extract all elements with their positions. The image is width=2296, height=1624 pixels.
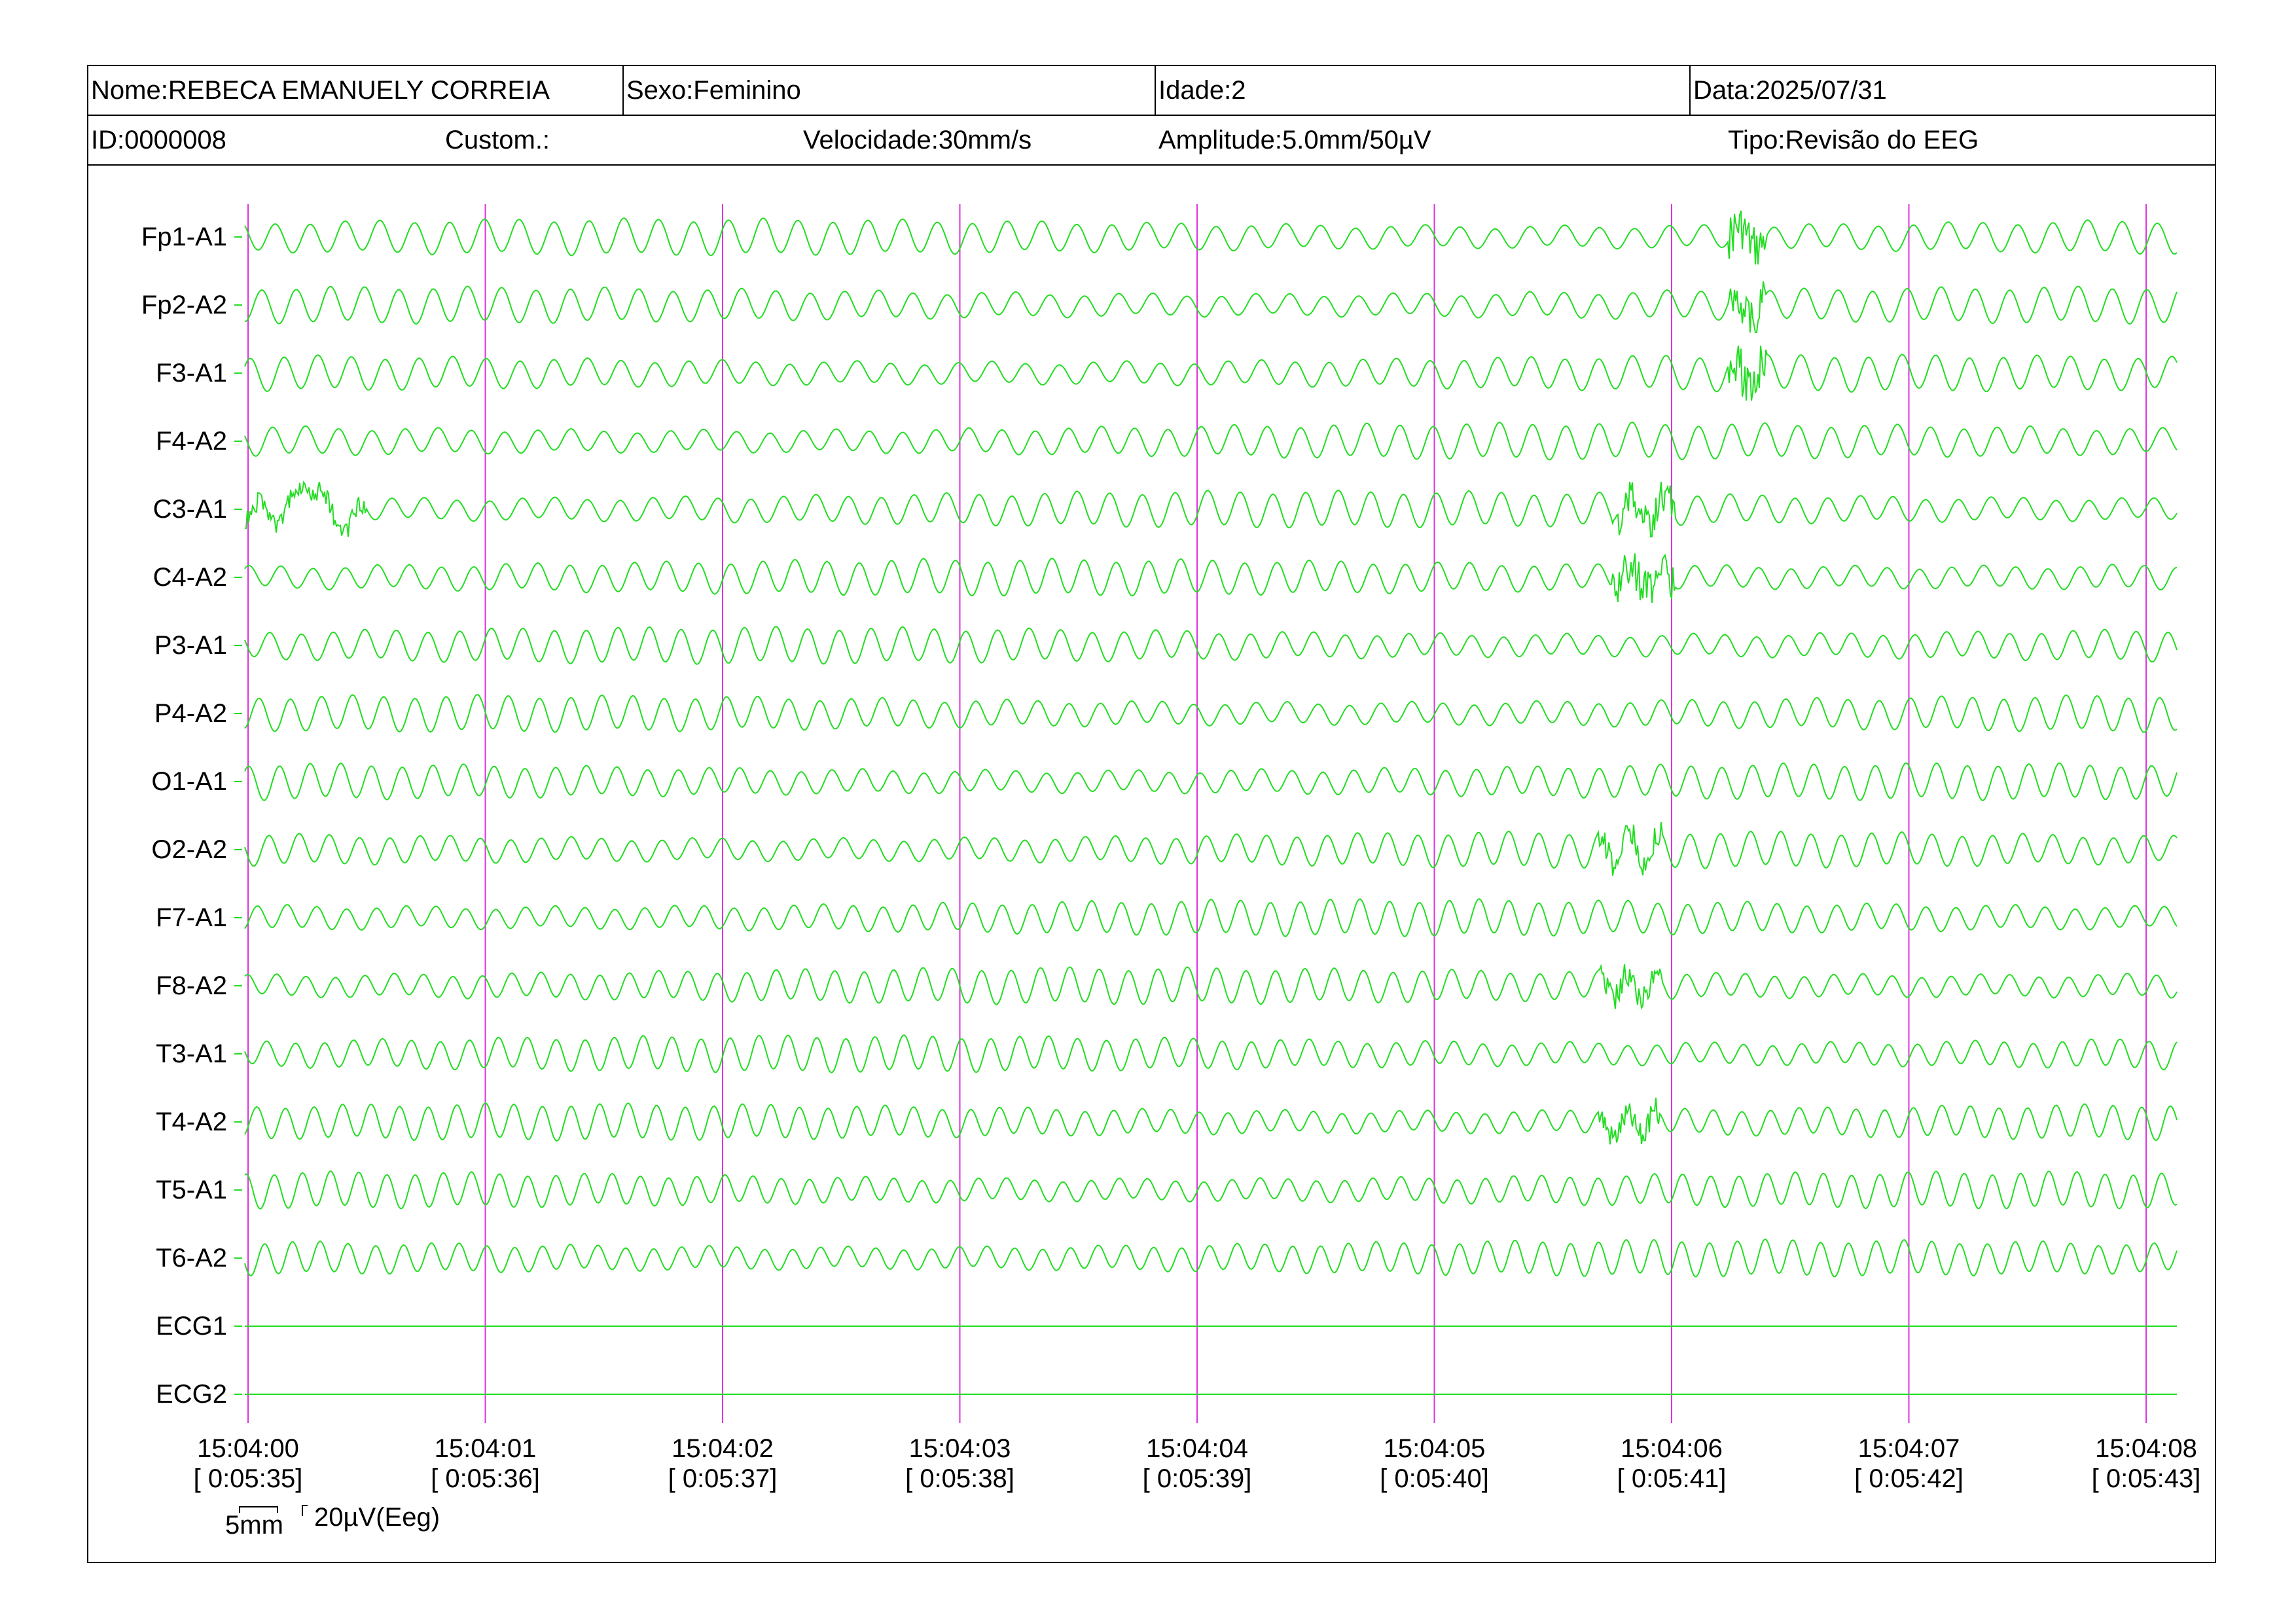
time-mark: 15:04:02[ 0:05:37]: [651, 1434, 795, 1494]
channel-label: O1-A1: [151, 767, 227, 796]
channel-label: Fp2-A2: [141, 291, 227, 319]
eeg-trace-t4-a2: [244, 1097, 2178, 1145]
patient-id: ID:0000008: [91, 126, 226, 154]
time-mark: 15:04:08[ 0:05:43]: [2074, 1434, 2218, 1494]
channel-label: F4-A2: [156, 427, 227, 456]
amplitude-setting: Amplitude:5.0mm/50µV: [1158, 126, 1431, 154]
channel-label: T5-A1: [156, 1176, 227, 1204]
eeg-trace-fp2-a2: [244, 281, 2178, 334]
eeg-trace-t5-a1: [244, 1170, 2178, 1210]
channel-label: F8-A2: [156, 971, 227, 1000]
time-mark: 15:04:04[ 0:05:39]: [1125, 1434, 1269, 1494]
header-divider: [87, 115, 2216, 116]
eeg-trace-fp1-a1: [244, 210, 2178, 265]
header-cell-divider: [1689, 65, 1691, 116]
header-cell-divider: [622, 65, 624, 116]
eeg-trace-t6-a2: [244, 1238, 2178, 1278]
eeg-trace-o2-a2: [244, 821, 2178, 876]
report-frame: [87, 65, 2216, 1563]
channel-label: ECG2: [156, 1380, 227, 1409]
header-divider: [87, 164, 2216, 166]
time-mark: 15:04:03[ 0:05:38]: [888, 1434, 1032, 1494]
speed-setting: Velocidade:30mm/s: [803, 126, 1032, 154]
channel-label: P4-A2: [154, 699, 227, 728]
clock-time: 15:04:02: [672, 1434, 774, 1463]
eeg-trace-f3-a1: [244, 345, 2178, 401]
channel-label: T3-A1: [156, 1039, 227, 1068]
elapsed-time: [ 0:05:36]: [431, 1464, 540, 1493]
exam-date: Data:2025/07/31: [1693, 76, 1887, 105]
channel-label: P3-A1: [154, 631, 227, 660]
eeg-trace-c4-a2: [244, 553, 2178, 603]
clock-time: 15:04:03: [908, 1434, 1011, 1463]
channel-label: F3-A1: [156, 359, 227, 388]
elapsed-time: [ 0:05:43]: [2091, 1464, 2201, 1493]
clock-time: 15:04:01: [434, 1434, 537, 1463]
eeg-trace-f7-a1: [244, 898, 2178, 937]
eeg-trace-p3-a1: [244, 626, 2178, 665]
amplitude-scale-label: 20µV(Eeg): [314, 1503, 440, 1532]
clock-time: 15:04:04: [1146, 1434, 1248, 1463]
channel-label: T6-A2: [156, 1244, 227, 1272]
header-cell-divider: [1155, 65, 1156, 116]
eeg-trace-t3-a1: [244, 1034, 2178, 1074]
elapsed-time: [ 0:05:41]: [1617, 1464, 1727, 1493]
clock-time: 15:04:00: [197, 1434, 299, 1463]
channel-label: ECG1: [156, 1312, 227, 1341]
eeg-trace-o1-a1: [244, 762, 2178, 801]
channel-label: T4-A2: [156, 1108, 227, 1136]
channel-label: C4-A2: [152, 563, 227, 592]
clock-time: 15:04:06: [1621, 1434, 1723, 1463]
elapsed-time: [ 0:05:42]: [1854, 1464, 1964, 1493]
elapsed-time: [ 0:05:35]: [193, 1464, 303, 1493]
eeg-trace-f8-a2: [244, 964, 2178, 1010]
clock-time: 15:04:07: [1857, 1434, 1960, 1463]
channel-label: O2-A2: [151, 835, 227, 864]
patient-age: Idade:2: [1158, 76, 1246, 105]
eeg-trace-p4-a2: [244, 694, 2178, 733]
review-type: Tipo:Revisão do EEG: [1728, 126, 1979, 154]
eeg-trace-f4-a2: [244, 422, 2178, 461]
channel-label: F7-A1: [156, 903, 227, 932]
time-mark: 15:04:07[ 0:05:42]: [1837, 1434, 1981, 1494]
time-mark: 15:04:05[ 0:05:40]: [1363, 1434, 1507, 1494]
channel-label: C3-A1: [152, 495, 227, 524]
time-mark: 15:04:00[ 0:05:35]: [176, 1434, 320, 1494]
clock-time: 15:04:08: [2095, 1434, 2197, 1463]
eeg-trace-c3-a1: [244, 480, 2178, 538]
elapsed-time: [ 0:05:37]: [668, 1464, 778, 1493]
time-mark: 15:04:01[ 0:05:36]: [414, 1434, 558, 1494]
patient-name: Nome:REBECA EMANUELY CORREIA: [91, 76, 550, 105]
elapsed-time: [ 0:05:40]: [1380, 1464, 1489, 1493]
elapsed-time: [ 0:05:38]: [905, 1464, 1014, 1493]
patient-sex: Sexo:Feminino: [626, 76, 801, 105]
time-scale-label: 5mm: [225, 1511, 283, 1540]
channel-label: Fp1-A1: [141, 223, 227, 251]
clock-time: 15:04:05: [1383, 1434, 1486, 1463]
custom-field: Custom.:: [445, 126, 550, 154]
time-mark: 15:04:06[ 0:05:41]: [1600, 1434, 1744, 1494]
elapsed-time: [ 0:05:39]: [1142, 1464, 1252, 1493]
